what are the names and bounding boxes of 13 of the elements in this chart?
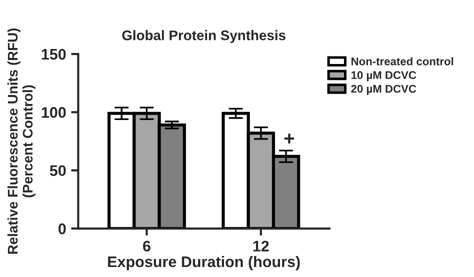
y-tick-label: 150: [42, 48, 66, 60]
x-tick-label: 6: [143, 240, 150, 252]
y-tick-label: 50: [50, 165, 66, 176]
legend-label: 10 µM DCVC: [351, 71, 416, 82]
y-tick-label: 0: [58, 223, 66, 234]
legend-label: 20 µM DCVC: [351, 84, 416, 95]
y-tick-label: 100: [42, 107, 66, 118]
chart-title: Global Protein Synthesis: [122, 30, 286, 44]
x-tick-label: 12: [253, 240, 269, 252]
x-axis-title: Exposure Duration (hours): [108, 256, 300, 270]
annotation: +: [284, 134, 294, 144]
legend-label: Non-treated control: [352, 57, 454, 66]
y-axis-title: Relative Fluorescence Units (RFU) (Percent Control): [7, 28, 36, 254]
